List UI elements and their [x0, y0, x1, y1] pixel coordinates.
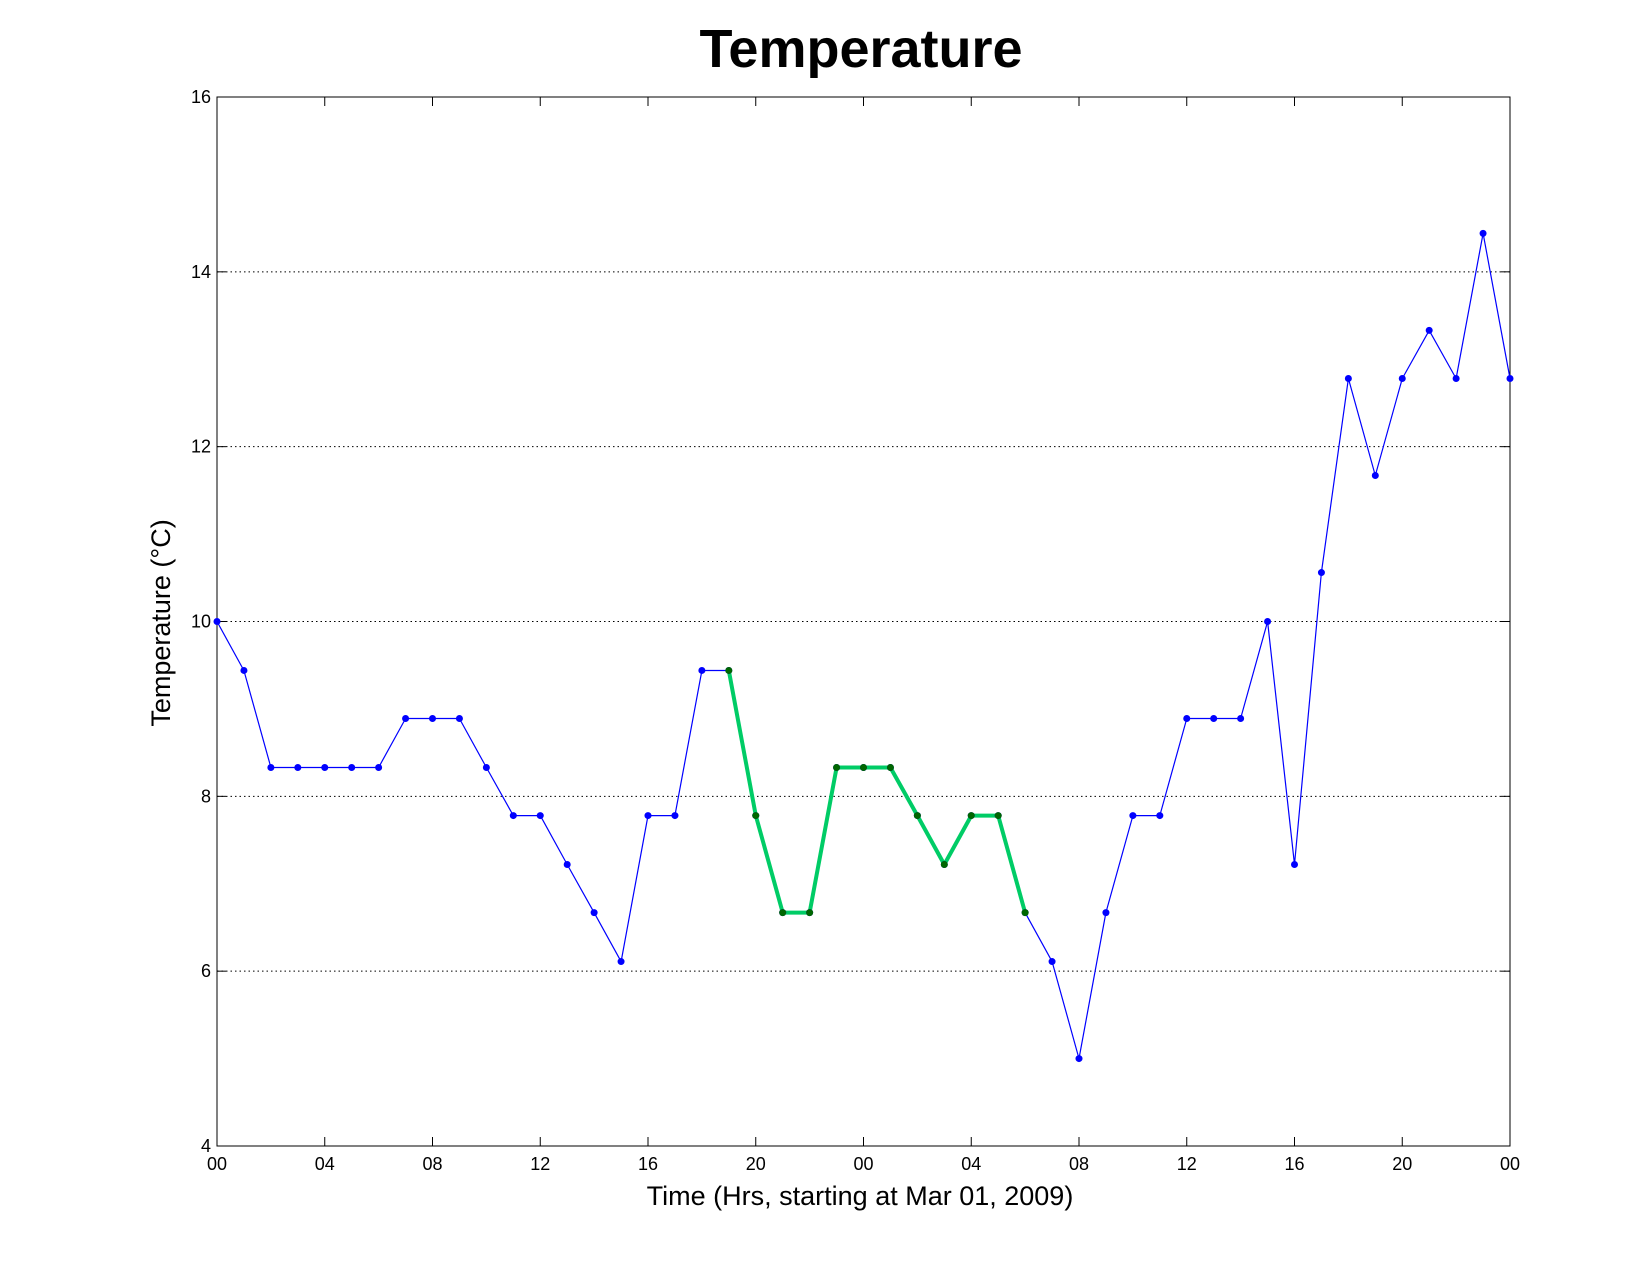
data-point: [240, 666, 248, 674]
data-point: [1210, 715, 1218, 723]
highlight-data-point: [940, 861, 948, 869]
data-point: [617, 958, 625, 966]
data-point: [1291, 861, 1298, 869]
y-tick-label: 10: [191, 612, 211, 632]
x-tick-label: 12: [530, 1154, 550, 1174]
x-tick-label: 04: [961, 1154, 981, 1174]
x-tick-labels: 00 04 08 12 16 20 00 04 08 12 16 20 00: [207, 1154, 1520, 1174]
highlight-data-point: [994, 812, 1002, 820]
series-line: [216, 232, 1511, 1060]
data-point: [1344, 374, 1352, 382]
data-point: [1317, 569, 1325, 577]
data-point: [1048, 958, 1056, 966]
data-point: [1075, 1055, 1083, 1063]
data-point: [1425, 326, 1433, 334]
x-tick-label: 12: [1177, 1154, 1197, 1174]
x-tick-label: 16: [1284, 1154, 1304, 1174]
data-point: [1237, 715, 1245, 723]
data-point: [1398, 374, 1406, 382]
x-tick-label: 20: [746, 1154, 766, 1174]
data-point: [1264, 618, 1272, 625]
series-lines: [216, 232, 1511, 1060]
highlight-data-point: [1021, 909, 1029, 917]
x-tick-label: 00: [853, 1154, 873, 1174]
highlight-data-point: [779, 909, 787, 917]
highlight-data-point: [913, 812, 921, 820]
grid-lines: [217, 271, 1510, 972]
y-tick-label: 4: [201, 1136, 211, 1156]
data-point: [482, 763, 490, 771]
highlight-data-point: [860, 763, 867, 771]
x-tick-label: 08: [422, 1154, 442, 1174]
data-point: [267, 763, 275, 771]
y-tick-labels: 4 6 8 10 12 14 16: [191, 87, 211, 1156]
data-points: [213, 229, 1514, 1063]
data-point: [429, 715, 436, 723]
tick-marks: [216, 96, 1511, 1147]
data-point: [644, 812, 652, 820]
data-point: [1183, 715, 1191, 723]
data-point: [671, 812, 679, 820]
x-tick-label: 00: [207, 1154, 227, 1174]
data-point: [348, 763, 356, 771]
data-point: [1479, 229, 1487, 237]
highlight-data-point: [833, 763, 841, 771]
data-point: [294, 763, 302, 771]
highlight-series-line: [726, 670, 1028, 915]
y-tick-label: 6: [201, 961, 211, 981]
data-point: [1506, 374, 1514, 382]
data-point: [1156, 812, 1164, 820]
data-point: [321, 763, 329, 771]
y-axis-title: Temperature (°C): [146, 519, 176, 726]
x-tick-label: 00: [1500, 1154, 1520, 1174]
highlight-data-point: [752, 812, 760, 820]
data-point: [375, 763, 383, 771]
x-tick-label: 16: [638, 1154, 658, 1174]
data-point: [536, 812, 544, 820]
y-tick-label: 14: [191, 262, 211, 282]
highlight-data-point: [886, 763, 894, 771]
highlight-data-point: [806, 909, 814, 917]
data-point: [213, 618, 221, 625]
data-point: [698, 666, 706, 674]
x-tick-label: 04: [315, 1154, 335, 1174]
data-point: [455, 715, 463, 723]
data-point: [1102, 909, 1110, 917]
data-point: [1371, 472, 1379, 480]
x-tick-label: 20: [1392, 1154, 1412, 1174]
data-point: [1129, 812, 1137, 820]
y-tick-label: 16: [191, 87, 211, 107]
y-tick-label: 12: [191, 437, 211, 457]
y-tick-label: 8: [201, 786, 211, 806]
x-tick-label: 08: [1069, 1154, 1089, 1174]
data-point: [402, 715, 410, 723]
chart-title: Temperature: [699, 19, 1022, 79]
data-point: [1452, 374, 1460, 382]
data-point: [563, 861, 571, 869]
data-point: [509, 812, 517, 820]
highlight-data-point: [967, 812, 975, 820]
data-point: [590, 909, 598, 917]
highlight-data-point: [725, 666, 733, 674]
x-axis-title: Time (Hrs, starting at Mar 01, 2009): [647, 1181, 1074, 1211]
